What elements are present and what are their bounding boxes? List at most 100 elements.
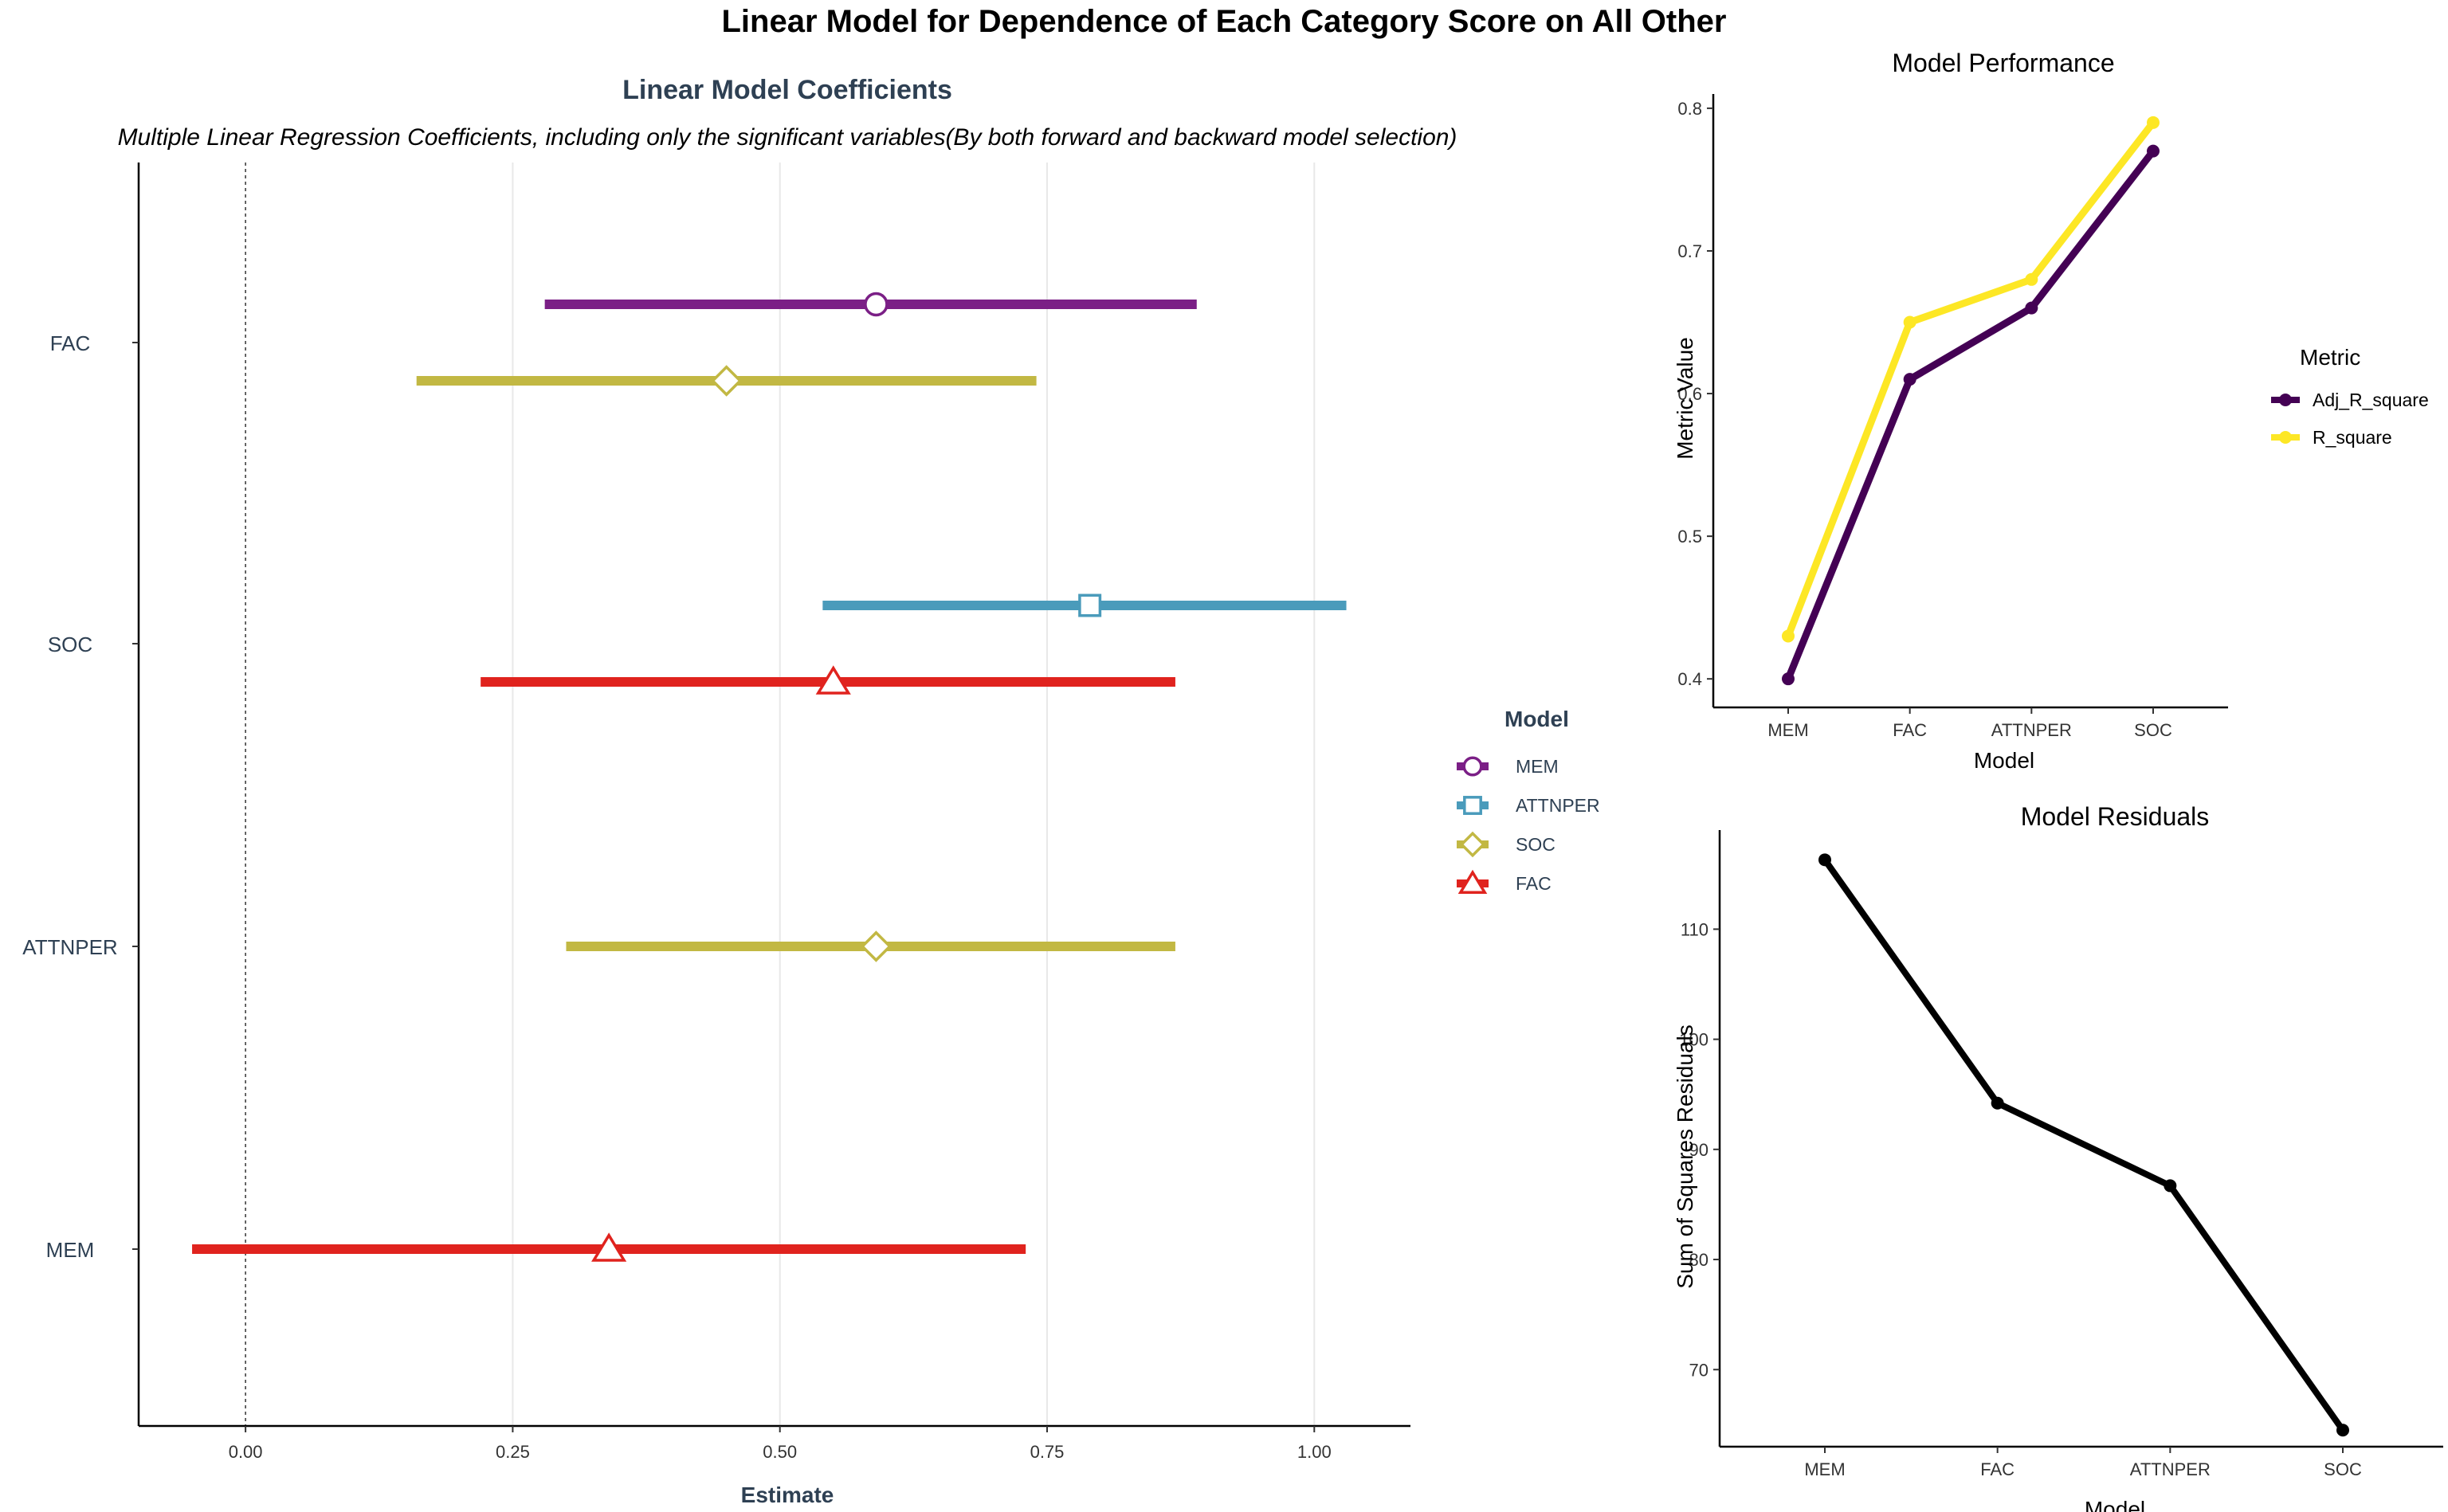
y-tick-label: 70 bbox=[1689, 1360, 1708, 1380]
coefficient-x-axis-title: Estimate bbox=[741, 1483, 834, 1507]
data-point-attnper bbox=[2164, 1179, 2177, 1193]
y-tick-label: 0.5 bbox=[1677, 527, 1702, 546]
data-point-soc bbox=[2336, 1424, 2349, 1437]
data-point-attnper bbox=[2025, 272, 2038, 286]
legend-point-swatch bbox=[2279, 431, 2292, 444]
y-category-label-mem: MEM bbox=[46, 1238, 95, 1262]
x-tick-label: 0.25 bbox=[496, 1442, 530, 1462]
estimate-point-circle bbox=[864, 292, 889, 317]
coefficient-fac-on-mem bbox=[192, 1232, 1026, 1262]
residuals-panel: Model Residuals 70 80 90 100 110 MEM FAC ATTNP… bbox=[1673, 802, 2443, 1512]
legend-label: MEM bbox=[1516, 756, 1559, 777]
legend-shape-diamond bbox=[1459, 831, 1486, 858]
legend-shape-circle bbox=[1462, 756, 1483, 777]
legend-item-adj-r-square: Adj_R_square bbox=[2271, 390, 2429, 410]
series-line bbox=[1784, 120, 2156, 638]
y-tick-label: 0.6 bbox=[1677, 384, 1702, 404]
coefficient-legend: Model MEM ATTNPER SOC FAC bbox=[1457, 707, 1600, 894]
x-tick-label-soc: SOC bbox=[2324, 1459, 2362, 1479]
residuals-x-ticks: MEM FAC ATTNPER SOC bbox=[1804, 1447, 2362, 1479]
legend-item-r-square: R_square bbox=[2271, 427, 2392, 448]
coefficient-panel: Linear Model Coefficients Multiple Linea… bbox=[22, 75, 1599, 1507]
data-point-mem bbox=[1782, 629, 1795, 643]
performance-chart-title: Model Performance bbox=[1892, 49, 2114, 77]
y-tick-label: 0.4 bbox=[1677, 669, 1702, 689]
performance-x-axis-title: Model bbox=[1974, 748, 2034, 773]
data-point-fac bbox=[1991, 1096, 2004, 1110]
legend-shape-square bbox=[1463, 796, 1482, 815]
y-tick-label: 80 bbox=[1689, 1250, 1708, 1270]
y-tick-label: 110 bbox=[1681, 919, 1708, 939]
data-point-fac bbox=[1903, 373, 1916, 386]
coefficient-fac-on-soc bbox=[481, 665, 1175, 695]
legend-item-soc: SOC bbox=[1457, 831, 1556, 858]
x-tick-label-mem: MEM bbox=[1804, 1459, 1845, 1479]
y-tick-label: 0.8 bbox=[1677, 99, 1702, 119]
data-point-soc bbox=[2147, 116, 2160, 129]
data-point-mem bbox=[1818, 853, 1831, 867]
data-point-fac bbox=[1903, 315, 1916, 329]
legend-label: R_square bbox=[2313, 427, 2392, 448]
main-title: Linear Model for Dependence of Each Cate… bbox=[722, 4, 1727, 39]
estimate-point-square bbox=[1078, 593, 1102, 617]
series-line bbox=[1784, 148, 2156, 680]
estimate-point-triangle bbox=[815, 665, 851, 695]
coefficient-soc-on-attnper bbox=[566, 930, 1175, 962]
performance-y-axis-title: Metric Value bbox=[1673, 337, 1697, 460]
estimate-point-diamond bbox=[710, 365, 743, 397]
y-tick-label: 90 bbox=[1689, 1140, 1708, 1160]
y-tick-label: 100 bbox=[1679, 1030, 1708, 1050]
performance-legend: Metric Adj_R_square R_square bbox=[2271, 345, 2429, 448]
residuals-y-ticks: 70 80 90 100 110 bbox=[1679, 919, 1720, 1380]
y-tick-label: 0.7 bbox=[1677, 241, 1702, 261]
series-adj-r-square bbox=[1782, 144, 2160, 686]
x-tick-label-attnper: ATTNPER bbox=[2130, 1459, 2211, 1479]
coefficient-chart-title: Linear Model Coefficients bbox=[622, 75, 952, 105]
y-category-label-attnper: ATTNPER bbox=[22, 935, 117, 959]
legend-item-fac: FAC bbox=[1457, 869, 1552, 894]
x-tick-label: 0.50 bbox=[763, 1442, 797, 1462]
y-category-label-fac: FAC bbox=[50, 331, 91, 355]
legend-shape-triangle bbox=[1457, 869, 1488, 894]
residuals-chart-title: Model Residuals bbox=[2021, 802, 2210, 831]
estimate-point-triangle bbox=[591, 1232, 627, 1262]
legend-label: SOC bbox=[1516, 834, 1556, 855]
coefficient-soc-on-fac bbox=[416, 365, 1037, 397]
x-tick-label-fac: FAC bbox=[1980, 1459, 2014, 1479]
data-point-soc bbox=[2147, 144, 2160, 158]
performance-y-ticks: 0.4 0.5 0.6 0.7 0.8 bbox=[1677, 99, 1713, 689]
series-r-square bbox=[1782, 116, 2160, 643]
performance-x-ticks: MEM FAC ATTNPER SOC bbox=[1767, 707, 2172, 740]
coefficient-chart-subtitle: Multiple Linear Regression Coefficients,… bbox=[118, 124, 1457, 151]
coefficient-axes bbox=[137, 163, 1410, 1428]
performance-legend-title: Metric bbox=[2300, 345, 2360, 370]
coefficient-legend-title: Model bbox=[1504, 707, 1569, 731]
legend-point-swatch bbox=[2279, 394, 2292, 406]
x-tick-label-attnper: ATTNPER bbox=[1991, 720, 2072, 740]
coefficient-gridlines bbox=[245, 163, 1316, 1426]
y-category-label-soc: SOC bbox=[48, 633, 92, 656]
legend-label: FAC bbox=[1516, 873, 1552, 894]
residuals-axes bbox=[1718, 830, 2443, 1448]
residuals-marks bbox=[1818, 853, 2349, 1437]
coefficient-mem-on-fac bbox=[544, 292, 1197, 317]
coefficient-attnper-on-soc bbox=[822, 593, 1347, 617]
x-tick-label-soc: SOC bbox=[2134, 720, 2172, 740]
coefficient-y-ticks: FAC SOC ATTNPER MEM bbox=[22, 331, 139, 1262]
x-tick-label: 0.75 bbox=[1030, 1442, 1065, 1462]
legend-item-attnper: ATTNPER bbox=[1457, 795, 1600, 816]
legend-label: ATTNPER bbox=[1516, 795, 1600, 816]
data-point-attnper bbox=[2025, 301, 2038, 315]
x-tick-label-mem: MEM bbox=[1767, 720, 1808, 740]
performance-panel: Model Performance 0.4 0.5 0.6 0.7 0.8 MEM FAC… bbox=[1673, 49, 2429, 773]
estimate-point-diamond bbox=[860, 930, 892, 962]
series-line-0 bbox=[1818, 853, 2349, 1437]
series-line bbox=[1822, 858, 2346, 1432]
coefficient-marks bbox=[192, 292, 1347, 1262]
data-point-mem bbox=[1782, 672, 1795, 686]
x-tick-label: 1.00 bbox=[1297, 1442, 1332, 1462]
residuals-y-axis-title: Sum of Squares Residuals bbox=[1673, 1024, 1697, 1289]
legend-label: Adj_R_square bbox=[2313, 390, 2429, 410]
x-tick-label: 0.00 bbox=[229, 1442, 263, 1462]
